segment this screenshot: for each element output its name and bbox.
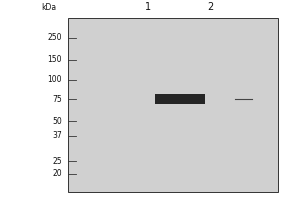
Text: 100: 100 bbox=[47, 75, 62, 84]
Text: 37: 37 bbox=[52, 132, 62, 140]
Text: 75: 75 bbox=[52, 95, 62, 104]
Text: 2: 2 bbox=[207, 2, 213, 12]
Text: 20: 20 bbox=[52, 170, 62, 178]
Text: 25: 25 bbox=[52, 156, 62, 166]
Text: kDa: kDa bbox=[41, 3, 56, 12]
Bar bbox=[68, 18, 278, 192]
Text: 250: 250 bbox=[47, 33, 62, 43]
Bar bbox=[155, 94, 205, 104]
Text: 1: 1 bbox=[145, 2, 151, 12]
Text: 150: 150 bbox=[47, 55, 62, 64]
Text: 50: 50 bbox=[52, 116, 62, 126]
